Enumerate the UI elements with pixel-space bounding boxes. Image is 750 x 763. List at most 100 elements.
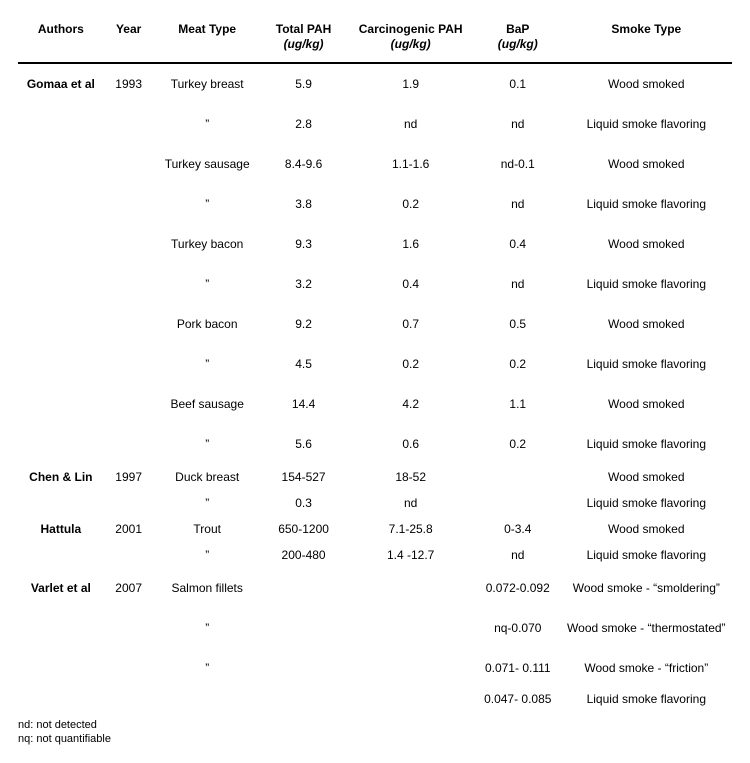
- table-row: ”0.071- 0.111Wood smoke - “friction”: [18, 648, 732, 688]
- cell-year: 1993: [104, 63, 154, 104]
- cell-authors: [18, 688, 104, 710]
- cell-bap: nd: [475, 104, 561, 144]
- cell-smoke-type: Liquid smoke flavoring: [561, 424, 732, 464]
- cell-carcinogenic-pah: nd: [346, 490, 475, 516]
- cell-total-pah: 9.3: [261, 224, 347, 264]
- col-carcinogenic-pah: Carcinogenic PAH (ug/kg): [346, 16, 475, 63]
- cell-year: [104, 304, 154, 344]
- cell-carcinogenic-pah: 18-52: [346, 464, 475, 490]
- cell-total-pah: 650-1200: [261, 516, 347, 542]
- col-year: Year: [104, 16, 154, 63]
- cell-bap: 0.2: [475, 344, 561, 384]
- cell-meat: Trout: [154, 516, 261, 542]
- cell-authors: Varlet et al: [18, 568, 104, 608]
- cell-year: [104, 184, 154, 224]
- cell-year: [104, 542, 154, 568]
- table-row: ”2.8ndndLiquid smoke flavoring: [18, 104, 732, 144]
- cell-year: [104, 344, 154, 384]
- cell-total-pah: 5.9: [261, 63, 347, 104]
- cell-total-pah: [261, 608, 347, 648]
- cell-year: [104, 144, 154, 184]
- cell-year: [104, 490, 154, 516]
- cell-carcinogenic-pah: [346, 688, 475, 710]
- cell-authors: [18, 184, 104, 224]
- cell-bap: 0.072-0.092: [475, 568, 561, 608]
- cell-year: 2007: [104, 568, 154, 608]
- cell-bap: 0.1: [475, 63, 561, 104]
- col-bap-unit: (ug/kg): [498, 37, 538, 51]
- table-row: Varlet et al2007Salmon fillets0.072-0.09…: [18, 568, 732, 608]
- cell-year: [104, 104, 154, 144]
- cell-authors: [18, 542, 104, 568]
- table-row: Chen & Lin1997Duck breast154-52718-52Woo…: [18, 464, 732, 490]
- cell-bap: 0-3.4: [475, 516, 561, 542]
- cell-smoke-type: Wood smoked: [561, 304, 732, 344]
- cell-authors: Gomaa et al: [18, 63, 104, 104]
- cell-authors: [18, 384, 104, 424]
- cell-total-pah: 3.2: [261, 264, 347, 304]
- col-meat: Meat Type: [154, 16, 261, 63]
- cell-total-pah: 9.2: [261, 304, 347, 344]
- pah-data-table: Authors Year Meat Type Total PAH (ug/kg)…: [18, 16, 732, 710]
- cell-carcinogenic-pah: 0.4: [346, 264, 475, 304]
- table-row: ”0.3nd Liquid smoke flavoring: [18, 490, 732, 516]
- cell-year: 2001: [104, 516, 154, 542]
- cell-total-pah: 4.5: [261, 344, 347, 384]
- cell-authors: [18, 224, 104, 264]
- cell-year: [104, 648, 154, 688]
- table-header-row: Authors Year Meat Type Total PAH (ug/kg)…: [18, 16, 732, 63]
- cell-bap: nd: [475, 184, 561, 224]
- cell-bap: 0.5: [475, 304, 561, 344]
- cell-year: [104, 384, 154, 424]
- cell-total-pah: [261, 648, 347, 688]
- col-total-pah-label: Total PAH: [276, 22, 332, 36]
- cell-smoke-type: Liquid smoke flavoring: [561, 104, 732, 144]
- cell-carcinogenic-pah: 7.1-25.8: [346, 516, 475, 542]
- cell-bap: 0.2: [475, 424, 561, 464]
- table-row: Gomaa et al1993Turkey breast5.91.90.1Woo…: [18, 63, 732, 104]
- cell-bap: 0.071- 0.111: [475, 648, 561, 688]
- table-row: ”200-4801.4 -12.7ndLiquid smoke flavorin…: [18, 542, 732, 568]
- cell-meat: ”: [154, 344, 261, 384]
- cell-smoke-type: Liquid smoke flavoring: [561, 542, 732, 568]
- cell-authors: [18, 264, 104, 304]
- table-body: Gomaa et al1993Turkey breast5.91.90.1Woo…: [18, 63, 732, 710]
- cell-carcinogenic-pah: 1.4 -12.7: [346, 542, 475, 568]
- col-carc-pah-unit: (ug/kg): [391, 37, 431, 51]
- cell-year: 1997: [104, 464, 154, 490]
- cell-bap: nd: [475, 264, 561, 304]
- cell-authors: Hattula: [18, 516, 104, 542]
- cell-bap: [475, 490, 561, 516]
- cell-smoke-type: Liquid smoke flavoring: [561, 490, 732, 516]
- cell-total-pah: [261, 688, 347, 710]
- cell-meat: Turkey bacon: [154, 224, 261, 264]
- cell-carcinogenic-pah: 0.2: [346, 184, 475, 224]
- cell-total-pah: 0.3: [261, 490, 347, 516]
- cell-carcinogenic-pah: 0.7: [346, 304, 475, 344]
- cell-meat: Turkey sausage: [154, 144, 261, 184]
- cell-authors: Chen & Lin: [18, 464, 104, 490]
- cell-carcinogenic-pah: 4.2: [346, 384, 475, 424]
- cell-carcinogenic-pah: 1.1-1.6: [346, 144, 475, 184]
- col-bap-label: BaP: [506, 22, 529, 36]
- cell-carcinogenic-pah: [346, 608, 475, 648]
- cell-meat: ”: [154, 490, 261, 516]
- table-row: 0.047- 0.085Liquid smoke flavoring: [18, 688, 732, 710]
- cell-meat: ”: [154, 104, 261, 144]
- col-smoke-type: Smoke Type: [561, 16, 732, 63]
- table-row: Hattula2001Trout650-12007.1-25.80-3.4Woo…: [18, 516, 732, 542]
- cell-authors: [18, 344, 104, 384]
- table-row: ”4.50.20.2Liquid smoke flavoring: [18, 344, 732, 384]
- table-row: Pork bacon9.20.70.5Wood smoked: [18, 304, 732, 344]
- cell-bap: [475, 464, 561, 490]
- cell-smoke-type: Wood smoked: [561, 464, 732, 490]
- cell-meat: ”: [154, 542, 261, 568]
- cell-authors: [18, 104, 104, 144]
- table-row: ”3.20.4ndLiquid smoke flavoring: [18, 264, 732, 304]
- cell-bap: 1.1: [475, 384, 561, 424]
- cell-total-pah: 8.4-9.6: [261, 144, 347, 184]
- cell-meat: Duck breast: [154, 464, 261, 490]
- cell-meat: ”: [154, 648, 261, 688]
- cell-meat: ”: [154, 424, 261, 464]
- cell-total-pah: 14.4: [261, 384, 347, 424]
